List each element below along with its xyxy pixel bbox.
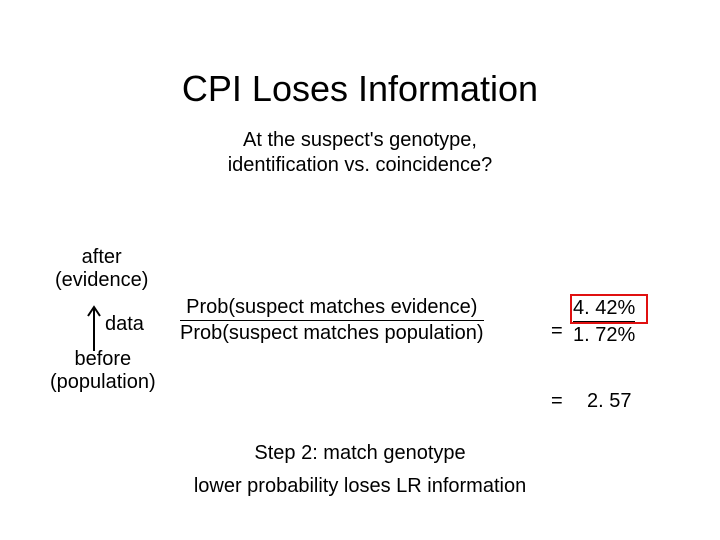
highlight-box — [570, 294, 648, 324]
subtitle-line-2: identification vs. coincidence? — [228, 154, 493, 176]
subtitle-line-1: At the suspect's genotype, — [243, 129, 477, 151]
fraction-numerator: Prob(suspect matches evidence) — [180, 296, 484, 321]
equals-sign-2: = — [551, 390, 563, 413]
after-text: after — [82, 246, 122, 268]
step-2-label: Step 2: match genotype — [0, 442, 720, 465]
result-value: 2. 57 — [587, 390, 631, 413]
after-evidence-label: after (evidence) — [55, 246, 148, 292]
conclusion-text: lower probability loses LR information — [0, 475, 720, 498]
data-label: data — [105, 313, 144, 336]
slide-title: CPI Loses Information — [0, 68, 720, 110]
evidence-text: (evidence) — [55, 269, 148, 291]
fraction-denominator: Prob(suspect matches population) — [180, 321, 484, 345]
up-arrow-icon — [85, 303, 103, 353]
result-denominator: 1. 72% — [573, 322, 635, 347]
population-text: (population) — [50, 371, 156, 393]
probability-fraction: Prob(suspect matches evidence) Prob(susp… — [180, 296, 484, 345]
before-population-label: before (population) — [50, 348, 156, 394]
slide-subtitle: At the suspect's genotype, identificatio… — [0, 128, 720, 178]
equals-sign-1: = — [551, 320, 563, 343]
